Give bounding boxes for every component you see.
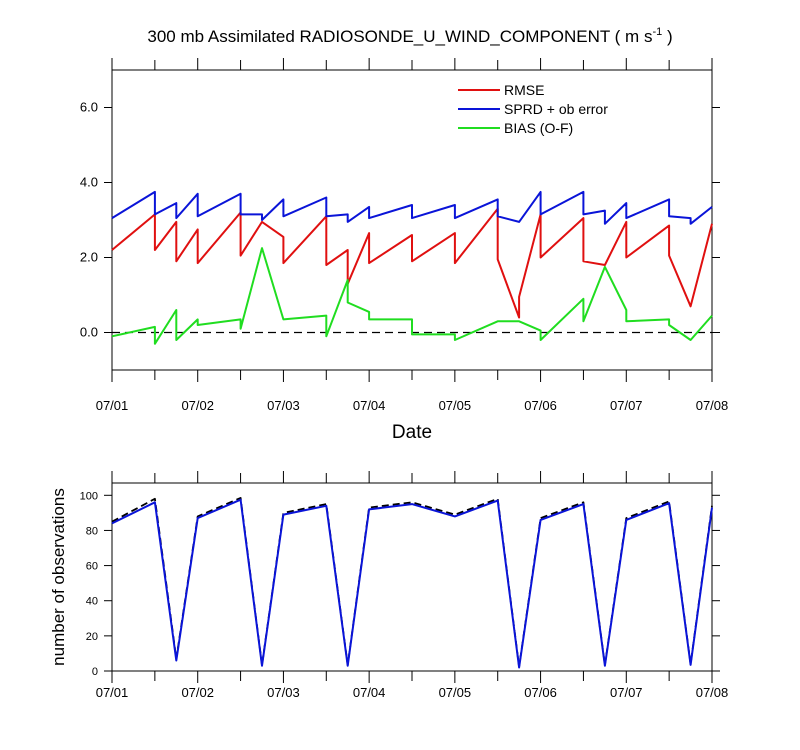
- y-tick-label: 20: [86, 631, 98, 643]
- x-tick-label: 07/03: [267, 685, 300, 700]
- y-tick-label: 80: [86, 525, 98, 537]
- x-tick-label: 07/01: [96, 685, 129, 700]
- x-tick-label: 07/03: [267, 398, 300, 413]
- y-tick-label: 60: [86, 561, 98, 573]
- legend-label: SPRD + ob error: [504, 101, 608, 117]
- y-tick-label: 2.0: [80, 250, 98, 265]
- y-tick-label: 4.0: [80, 175, 98, 190]
- y-tick-label: 0: [92, 666, 98, 678]
- legend-label: BIAS (O-F): [504, 120, 573, 136]
- bottom-y-axis: 0 20 40 60 80 100: [80, 490, 720, 678]
- series-line-sprd-ob-error: [111, 190, 713, 225]
- legend-label: RMSE: [504, 82, 544, 98]
- y-tick-label: 0.0: [80, 325, 98, 340]
- x-tick-label: 07/07: [610, 398, 643, 413]
- title-end: ): [662, 27, 672, 46]
- bottom-x-axis: 07/01 07/02 07/03 07/04 07/05 07/06 07/07 07/08: [96, 471, 729, 700]
- top-y-axis: 0.0 2.0 4.0 6.0: [80, 100, 720, 340]
- series-line-number-of-observations: [111, 498, 713, 669]
- x-tick-label: 07/07: [610, 685, 643, 700]
- series-line-rmse: [111, 207, 713, 319]
- bottom-series-group: [111, 496, 713, 669]
- x-tick-label: 07/08: [696, 398, 729, 413]
- x-tick-label: 07/05: [439, 398, 472, 413]
- x-tick-label: 07/04: [353, 398, 386, 413]
- bottom-plot-frame: [111, 482, 713, 672]
- y-axis-label: number of observations: [49, 488, 68, 666]
- x-tick-label: 07/02: [181, 398, 214, 413]
- y-tick-label: 100: [80, 490, 98, 502]
- y-tick-label: 6.0: [80, 100, 98, 115]
- x-tick-label: 07/02: [181, 685, 214, 700]
- x-tick-label: 07/06: [524, 398, 557, 413]
- x-tick-label: 07/08: [696, 685, 729, 700]
- top-x-axis: 07/01 07/02 07/03 07/04 07/05 07/06 07/07 07/08: [96, 58, 729, 413]
- top-series-group: [111, 190, 713, 345]
- series-line-bias-o-f: [111, 247, 713, 345]
- legend: RMSE SPRD + ob error BIAS (O-F): [458, 82, 608, 136]
- x-tick-label: 07/05: [439, 685, 472, 700]
- x-tick-label: 07/01: [96, 398, 129, 413]
- x-tick-label: 07/04: [353, 685, 386, 700]
- top-plot-panel: 0.02.04.06.0 07/01 07/02 07/03 07/04 07/05 07…: [80, 58, 728, 443]
- chart-title: 300 mb Assimilated RADIOSONDE_U_WIND_COM…: [147, 26, 672, 46]
- title-superscript: -1: [652, 26, 662, 38]
- series-line-number-of-observations-dashed: [111, 496, 713, 668]
- x-tick-label: 07/06: [524, 685, 557, 700]
- y-tick-label: 40: [86, 596, 98, 608]
- x-axis-label: Date: [392, 422, 432, 443]
